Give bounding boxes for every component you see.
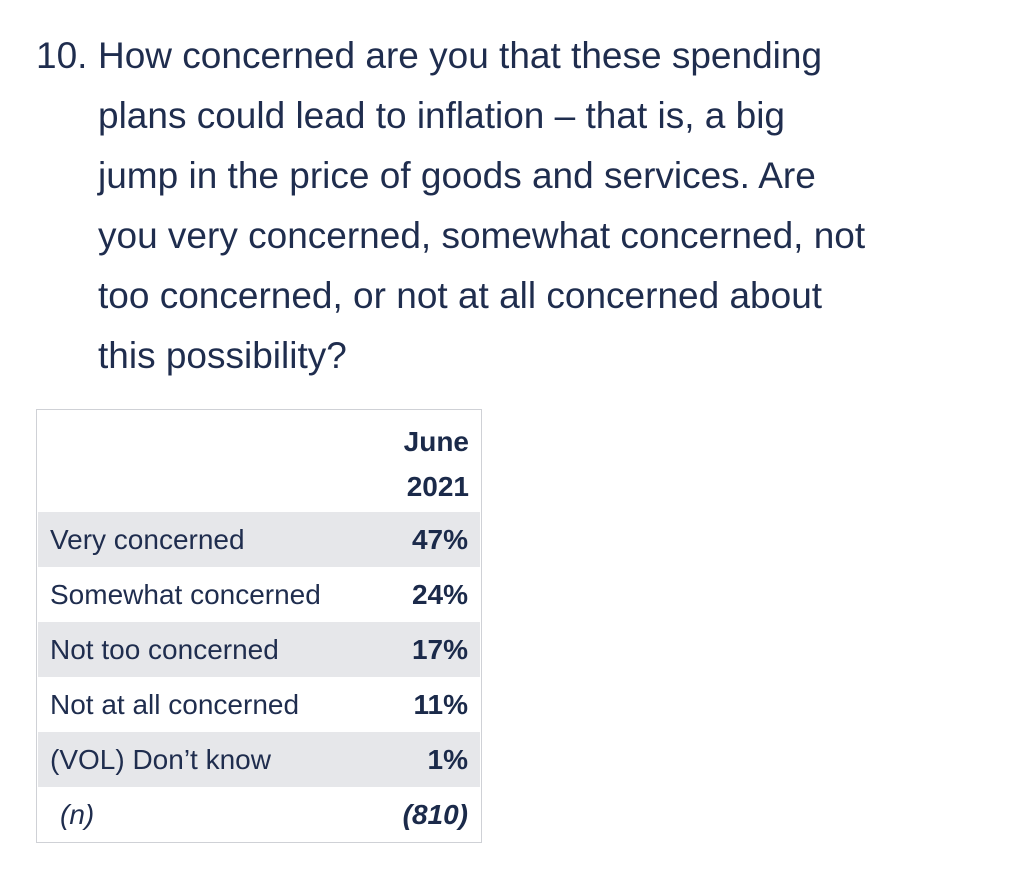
question-text: How concerned are you that these spendin…	[98, 26, 996, 386]
column-header-year: 2021	[406, 471, 469, 502]
column-header: June 2021	[404, 419, 469, 509]
question: 10. How concerned are you that these spe…	[36, 26, 996, 386]
question-number: 10.	[36, 35, 88, 76]
question-line: this possibility?	[98, 335, 347, 376]
table-row: (VOL) Don’t know 1%	[38, 732, 480, 787]
question-line: too concerned, or not at all concerned a…	[98, 275, 823, 316]
table-row: Not too concerned 17%	[38, 622, 480, 677]
question-line: you very concerned, somewhat concerned, …	[98, 215, 866, 256]
column-header-month: June	[403, 426, 469, 457]
table-row: Very concerned 47%	[38, 512, 480, 567]
results-table: June 2021 Very concerned 47% Somewhat co…	[36, 409, 482, 843]
table-row: Somewhat concerned 24%	[38, 567, 480, 622]
row-label: Not too concerned	[50, 633, 279, 665]
row-label: Somewhat concerned	[50, 578, 321, 610]
row-value: 24%	[411, 578, 468, 610]
question-line: plans could lead to inflation – that is,…	[98, 95, 786, 136]
row-label: Very concerned	[50, 523, 245, 555]
row-label: (VOL) Don’t know	[50, 743, 271, 775]
sample-size-value: (810)	[402, 798, 468, 830]
sample-size-label: (n)	[60, 798, 95, 830]
row-value: 17%	[411, 633, 468, 665]
row-value: 11%	[413, 688, 469, 720]
row-label: Not at all concerned	[50, 688, 300, 720]
row-value: 47%	[411, 523, 468, 555]
table-row-sample-size: (n) (810)	[38, 787, 480, 842]
row-value: 1%	[427, 743, 468, 775]
question-line: jump in the price of goods and services.…	[98, 155, 816, 196]
question-line: How concerned are you that these spendin…	[98, 35, 823, 76]
table-row: Not at all concerned 11%	[38, 677, 480, 732]
